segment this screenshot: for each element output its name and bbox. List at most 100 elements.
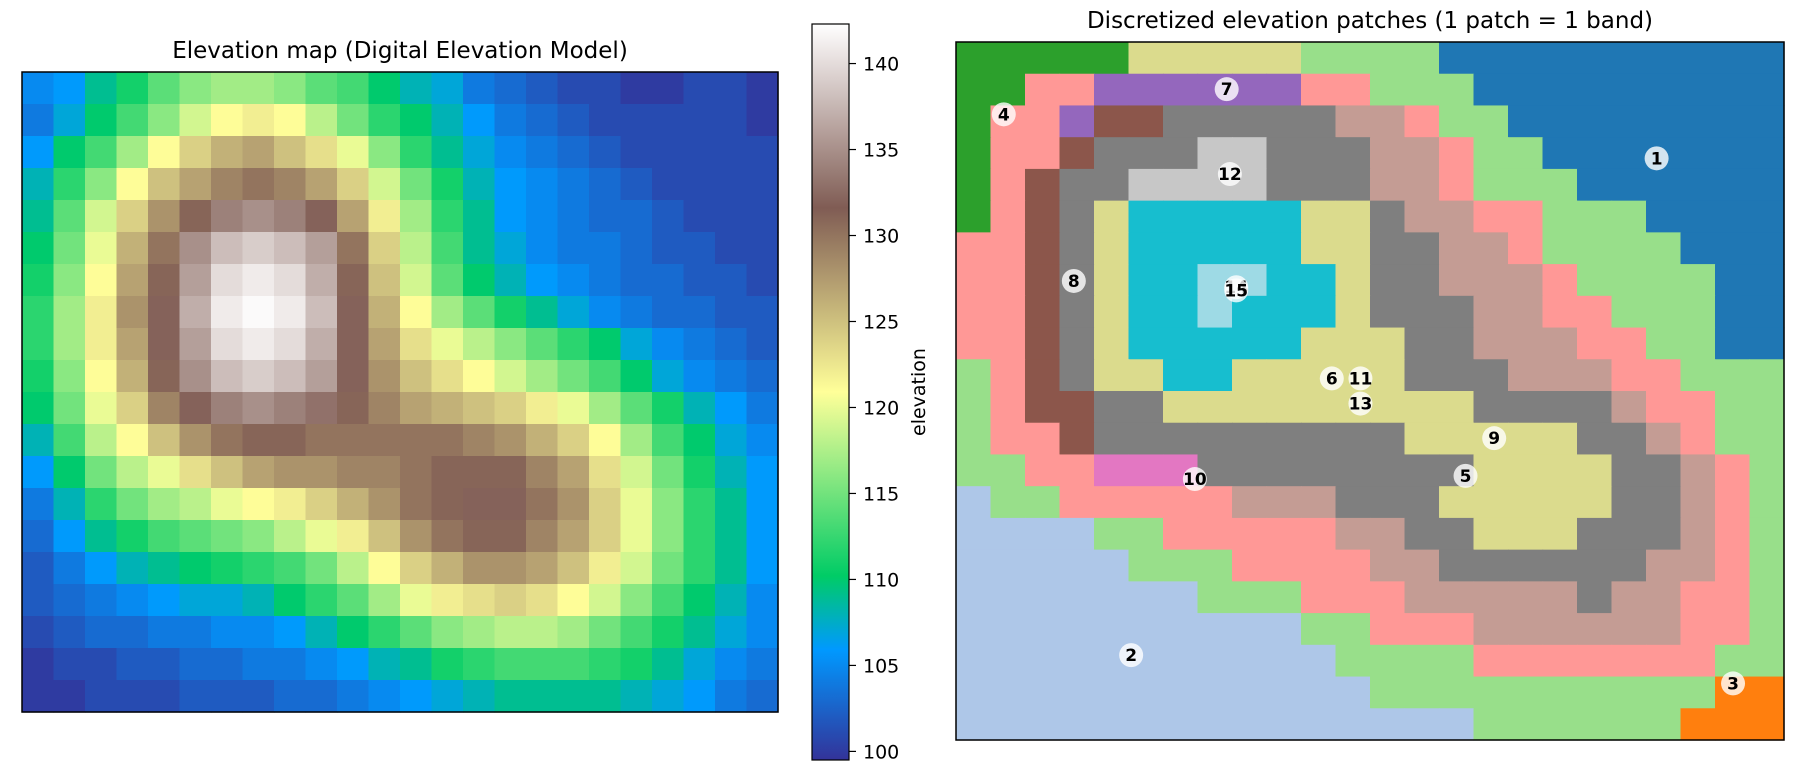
patch-cell — [1439, 581, 1475, 614]
patch-cell — [1577, 295, 1613, 329]
elevation-cell — [557, 264, 590, 297]
patch-cell — [1128, 581, 1164, 614]
elevation-cell — [494, 328, 527, 361]
patch-cell — [1715, 168, 1751, 202]
elevation-cell — [683, 680, 716, 713]
elevation-cell — [652, 456, 685, 489]
patch-cell — [1473, 168, 1509, 202]
patch-cell — [1715, 105, 1751, 138]
patch-cell — [1439, 264, 1475, 297]
patch-label-marker — [1061, 268, 1086, 293]
patch-cell — [1094, 391, 1130, 424]
elevation-cell — [53, 680, 86, 713]
patch-cell — [1094, 422, 1130, 456]
patch-cell — [1473, 137, 1509, 170]
patch-cell — [1232, 708, 1268, 741]
elevation-cell — [652, 424, 685, 457]
patch-cell — [1301, 422, 1337, 456]
patch-cell — [1197, 42, 1233, 75]
elevation-cell — [53, 552, 86, 585]
elevation-cell — [652, 680, 685, 713]
elevation-cell — [274, 616, 307, 649]
colorbar-tick-label: 100 — [863, 741, 899, 763]
patch-cell — [1508, 454, 1544, 487]
patch-cell — [1335, 517, 1371, 551]
patch-labels: 123456789101112131415 — [991, 77, 1746, 696]
patch-cell — [1197, 327, 1233, 360]
elevation-cell — [337, 264, 370, 297]
elevation-cell — [368, 584, 401, 617]
elevation-cell — [305, 264, 338, 297]
patch-cell — [1404, 137, 1440, 170]
elevation-cell — [620, 616, 653, 649]
elevation-cell — [400, 296, 433, 329]
patch-cell — [956, 105, 992, 138]
elevation-cell — [179, 264, 212, 297]
patch-cell — [1163, 73, 1199, 107]
elevation-cell — [589, 104, 622, 137]
elevation-cell — [179, 104, 212, 137]
elevation-cell — [589, 552, 622, 585]
patch-cell — [1059, 137, 1095, 170]
patch-cell — [1094, 676, 1130, 709]
elevation-cell — [22, 584, 55, 617]
elevation-cell — [400, 392, 433, 425]
elevation-cell — [22, 488, 55, 521]
elevation-cell — [431, 168, 464, 201]
elevation-cell — [148, 648, 181, 681]
elevation-cell — [715, 680, 748, 713]
patch-cell — [1646, 232, 1682, 265]
patch-label-marker — [1217, 162, 1242, 187]
elevation-cell — [620, 200, 653, 233]
elevation-cell — [368, 136, 401, 169]
patch-cell — [1439, 676, 1475, 709]
patch-cell — [1439, 168, 1475, 202]
elevation-cell — [211, 520, 244, 553]
patch-cell — [1577, 644, 1613, 678]
patch-cell — [1094, 454, 1130, 487]
patch-cell — [1680, 613, 1716, 646]
patch-cell — [1025, 708, 1061, 741]
elevation-cell — [85, 328, 118, 361]
elevation-cell — [400, 328, 433, 361]
patch-cell — [1335, 676, 1371, 709]
patch-cell — [1611, 613, 1647, 646]
elevation-cell — [683, 296, 716, 329]
patch-cell — [1473, 73, 1509, 107]
elevation-cell — [148, 392, 181, 425]
elevation-cell — [431, 616, 464, 649]
patch-cell — [990, 137, 1026, 170]
elevation-cell — [400, 456, 433, 489]
patch-cell — [1232, 422, 1268, 456]
patch-cell — [1197, 676, 1233, 709]
elevation-cell — [22, 456, 55, 489]
elevation-cell — [242, 232, 275, 265]
patch-cell — [1370, 359, 1406, 392]
elevation-cell — [400, 168, 433, 201]
elevation-cell — [589, 584, 622, 617]
colorbar-tick-label: 130 — [863, 226, 899, 248]
patch-cell — [1542, 676, 1578, 709]
elevation-cell — [305, 616, 338, 649]
elevation-cell — [22, 552, 55, 585]
patch-cell — [1646, 295, 1682, 329]
elevation-cell — [557, 72, 590, 105]
elevation-cell — [715, 136, 748, 169]
patch-cell — [1508, 200, 1544, 233]
patch-cell — [956, 486, 992, 519]
elevation-cell — [463, 488, 496, 521]
patch-cell — [1577, 613, 1613, 646]
elevation-cell — [526, 488, 559, 521]
elevation-cell — [715, 392, 748, 425]
patch-cell — [956, 359, 992, 392]
patch-cell — [1473, 295, 1509, 329]
patch-cell — [1749, 327, 1785, 360]
patch-cell — [1025, 200, 1061, 233]
patch-cell — [1680, 359, 1716, 392]
patch-cell — [1163, 517, 1199, 551]
patch-cell — [990, 264, 1026, 297]
elevation-cell — [494, 616, 527, 649]
elevation-cell — [242, 296, 275, 329]
patch-cell — [1301, 454, 1337, 487]
elevation-cell — [746, 136, 779, 169]
